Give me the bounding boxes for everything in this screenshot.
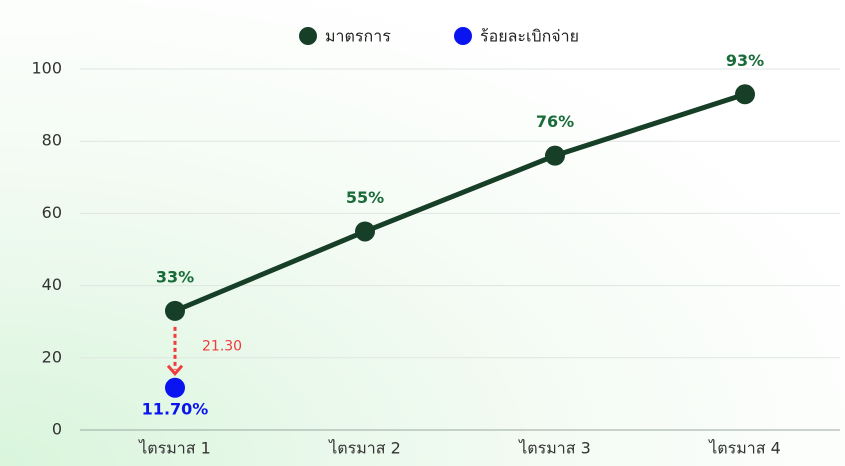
y-tick-label: 40 (42, 275, 62, 294)
y-tick-label: 20 (42, 347, 62, 366)
line-point (165, 300, 185, 321)
value-label: 93% (726, 51, 764, 70)
scatter-point (165, 377, 185, 398)
annotation-label: 21.30 (202, 338, 242, 354)
arrow-head (166, 364, 184, 377)
legend-marker (299, 27, 317, 45)
x-tick-label: ไตรมาส 1 (137, 439, 211, 458)
line-point (735, 84, 755, 105)
y-tick-label: 0 (52, 420, 62, 439)
value-label: 76% (536, 112, 574, 131)
x-tick-label: ไตรมาส 3 (517, 439, 591, 458)
legend-label: ร้อยละเบิกจ่าย (480, 27, 579, 46)
legend-label: มาตรการ (325, 27, 391, 46)
y-tick-label: 100 (31, 59, 62, 78)
series-line (174, 91, 746, 314)
x-tick-label: ไตรมาส 2 (327, 439, 401, 458)
value-label: 55% (346, 188, 384, 207)
line-point (545, 145, 565, 166)
value-label: 11.70% (142, 399, 209, 418)
y-tick-label: 60 (42, 203, 62, 222)
legend-marker (454, 27, 472, 45)
x-tick-label: ไตรมาส 4 (707, 439, 781, 458)
line-point (355, 221, 375, 242)
value-label: 33% (156, 267, 194, 286)
y-tick-label: 80 (42, 131, 62, 150)
